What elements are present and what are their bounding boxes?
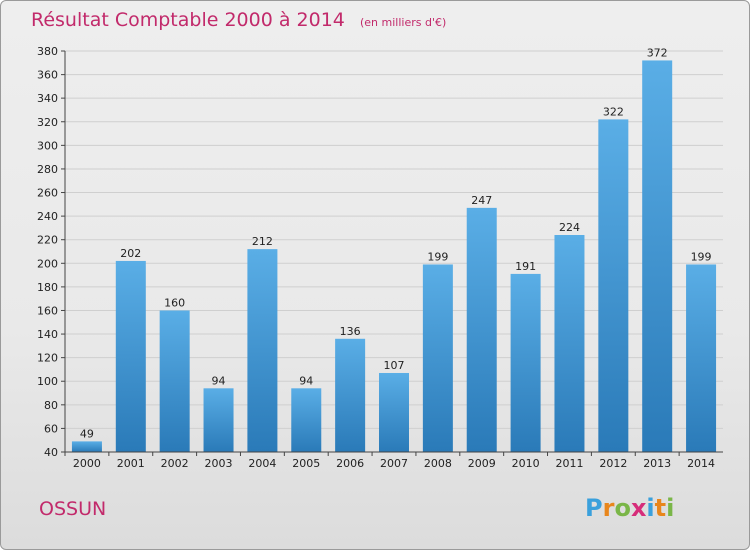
y-tick-label: 280 xyxy=(37,163,58,176)
bar-value-label: 247 xyxy=(471,194,492,207)
bar-value-label: 94 xyxy=(212,374,226,387)
y-tick-label: 60 xyxy=(44,422,58,435)
y-tick-label: 320 xyxy=(37,116,58,129)
bar-2011 xyxy=(554,234,585,452)
x-tick-label: 2004 xyxy=(248,457,276,470)
y-tick-label: 180 xyxy=(37,281,58,294)
x-tick-label: 2011 xyxy=(555,457,583,470)
bar-value-label: 49 xyxy=(80,427,94,440)
x-tick-label: 2014 xyxy=(687,457,715,470)
chart-title-sub: (en milliers d'€) xyxy=(360,16,446,29)
y-tick-label: 380 xyxy=(37,45,58,58)
proxiti-logo: Proxiti xyxy=(585,494,674,522)
bar-value-label: 107 xyxy=(384,359,405,372)
bar-2006 xyxy=(335,338,366,452)
logo-letter: o xyxy=(614,494,631,522)
x-tick-label: 2003 xyxy=(205,457,233,470)
y-tick-label: 160 xyxy=(37,304,58,317)
x-tick-label: 2006 xyxy=(336,457,364,470)
logo-letter: i xyxy=(646,494,654,522)
bar-value-label: 372 xyxy=(647,46,668,59)
bar-2013 xyxy=(642,60,673,452)
bar-2014 xyxy=(686,264,717,452)
x-tick-label: 2012 xyxy=(599,457,627,470)
logo-letter: r xyxy=(603,494,615,522)
bar-2007 xyxy=(379,372,409,452)
y-tick-label: 120 xyxy=(37,352,58,365)
bar-value-label: 202 xyxy=(120,247,141,260)
y-tick-label: 240 xyxy=(37,210,58,223)
bar-value-label: 199 xyxy=(691,250,712,263)
y-tick-label: 40 xyxy=(44,446,58,459)
x-tick-label: 2000 xyxy=(73,457,101,470)
y-tick-label: 140 xyxy=(37,328,58,341)
x-tick-label: 2009 xyxy=(468,457,496,470)
bar-value-label: 191 xyxy=(515,260,536,273)
bar-2008 xyxy=(422,264,453,452)
y-tick-label: 300 xyxy=(37,139,58,152)
bar-2002 xyxy=(159,310,190,452)
bar-2012 xyxy=(598,119,629,452)
logo-letter: P xyxy=(585,494,603,522)
x-tick-label: 2005 xyxy=(292,457,320,470)
bar-2004 xyxy=(247,249,278,452)
x-tick-label: 2001 xyxy=(117,457,145,470)
y-axis-ticks: 40 60 80 100 120 140 160 180 200 220 240 260 280 300 3… xyxy=(37,45,65,459)
bar-value-label: 160 xyxy=(164,296,185,309)
chart-title-main: Résultat Comptable 2000 à 2014 xyxy=(31,9,345,31)
x-tick-label: 2013 xyxy=(643,457,671,470)
bar-value-label: 224 xyxy=(559,221,580,234)
y-tick-label: 220 xyxy=(37,234,58,247)
x-tick-label: 2002 xyxy=(161,457,189,470)
x-tick-label: 2010 xyxy=(512,457,540,470)
chart-title: Résultat Comptable 2000 à 2014 (en milli… xyxy=(31,9,446,31)
y-tick-label: 80 xyxy=(44,399,58,412)
x-axis-ticks: 2000 2001 2002 2003 2004 2005 2006 2007 2008 2009… xyxy=(64,452,715,470)
bar-value-label: 212 xyxy=(252,235,273,248)
x-tick-label: 2008 xyxy=(424,457,452,470)
logo-letter: i xyxy=(666,494,674,522)
bar-2005 xyxy=(291,388,322,452)
bar-2000 xyxy=(71,441,102,452)
bar-value-label: 199 xyxy=(427,250,448,263)
x-tick-label: 2007 xyxy=(380,457,408,470)
y-tick-label: 340 xyxy=(37,92,58,105)
logo-letter: t xyxy=(655,494,666,522)
bar-value-label: 136 xyxy=(340,325,361,338)
bar-2010 xyxy=(510,273,541,452)
y-tick-label: 360 xyxy=(37,69,58,82)
bars: 49 202 160 94 212 94 136 107 199 247 191 224 322 372 1… xyxy=(71,46,717,452)
bar-value-label: 94 xyxy=(299,374,313,387)
bar-2009 xyxy=(466,207,497,452)
bar-2003 xyxy=(203,388,234,452)
logo-letter: x xyxy=(631,494,647,522)
bar-value-label: 322 xyxy=(603,105,624,118)
y-tick-label: 100 xyxy=(37,375,58,388)
location-label: OSSUN xyxy=(39,498,106,520)
y-tick-label: 200 xyxy=(37,257,58,270)
y-tick-label: 260 xyxy=(37,187,58,200)
bar-2001 xyxy=(115,260,146,452)
